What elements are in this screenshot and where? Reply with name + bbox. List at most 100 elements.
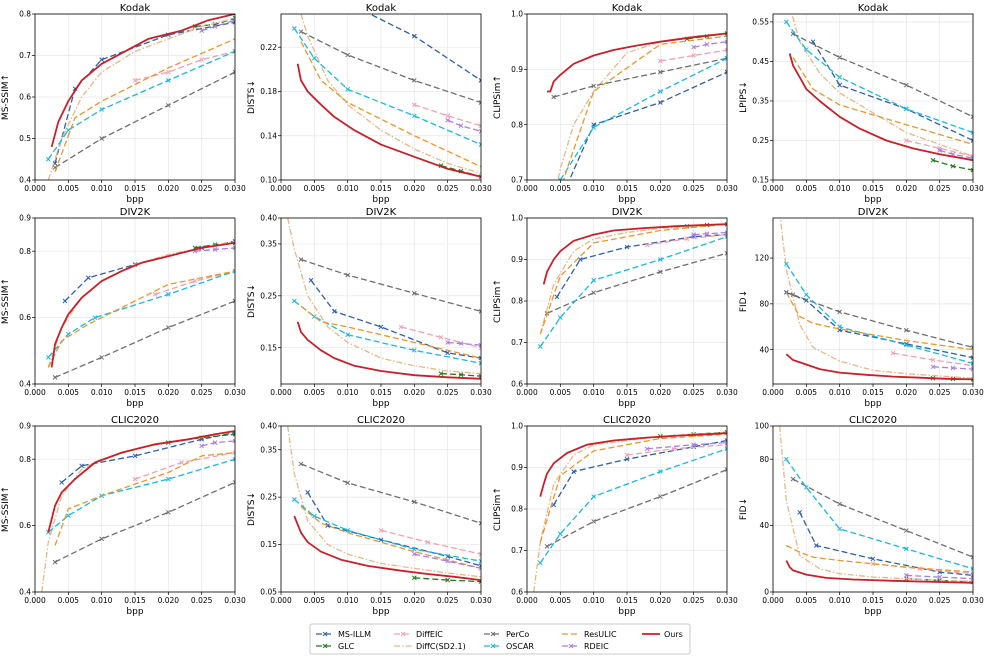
series-line-rdeic bbox=[414, 553, 481, 569]
x-tick-label: 0.030 bbox=[962, 184, 984, 193]
series-line-perco bbox=[546, 252, 727, 314]
x-tick-label: 0.005 bbox=[550, 388, 572, 397]
data-point bbox=[199, 443, 205, 449]
legend-label: RDEIC bbox=[584, 642, 609, 651]
data-point bbox=[232, 456, 235, 462]
data-point bbox=[537, 560, 543, 566]
series-line-oscar bbox=[293, 498, 481, 562]
series-line-ours bbox=[50, 14, 235, 148]
x-tick-label: 0.025 bbox=[929, 388, 951, 397]
y-tick-label: 0.45 bbox=[752, 57, 769, 66]
chart-panel-7: DIV2K 0.000 0.005 0.010 0.015 0.020 0.025 0.030… bbox=[493, 207, 738, 409]
legend-item-resulic: ResULIC bbox=[562, 630, 617, 639]
x-tick-label: 0.025 bbox=[437, 388, 459, 397]
data-point bbox=[724, 221, 727, 227]
y-tick-label: 40 bbox=[759, 345, 769, 354]
x-tick-label: 0.010 bbox=[829, 388, 851, 397]
data-point bbox=[790, 292, 796, 298]
chart-title: CLIC2020 bbox=[849, 415, 897, 426]
y-tick-label: 0.22 bbox=[260, 43, 277, 52]
data-point bbox=[52, 375, 58, 380]
series-layer bbox=[45, 14, 235, 180]
series-line-rdeic bbox=[693, 231, 727, 236]
data-point bbox=[903, 342, 909, 348]
data-point bbox=[411, 290, 417, 296]
data-point bbox=[311, 513, 317, 519]
x-axis-label: bpp bbox=[864, 607, 881, 617]
data-point bbox=[199, 28, 205, 33]
data-point bbox=[970, 138, 973, 143]
y-axis-label: MS-SSIM↑ bbox=[1, 278, 11, 324]
y-tick-label: 0.9 bbox=[511, 463, 523, 472]
y-tick-label: 0.9 bbox=[19, 422, 31, 431]
x-tick-label: 0.005 bbox=[304, 388, 326, 397]
data-point bbox=[837, 526, 843, 532]
data-point bbox=[577, 257, 583, 262]
data-point bbox=[438, 334, 444, 340]
series-line-diffeic bbox=[154, 270, 235, 296]
data-point bbox=[704, 231, 710, 237]
data-point bbox=[903, 573, 909, 578]
chart-panel-12: CLIC2020 0.000 0.005 0.010 0.015 0.020 0.025 0.… bbox=[739, 415, 984, 617]
y-axis-label: FID↓ bbox=[739, 498, 749, 520]
x-tick-label: 0.030 bbox=[470, 388, 492, 397]
data-point bbox=[803, 292, 809, 298]
data-point bbox=[165, 292, 171, 297]
data-point bbox=[478, 558, 481, 564]
data-point bbox=[478, 174, 481, 180]
x-axis-label: bpp bbox=[864, 195, 881, 205]
x-axis-label: bpp bbox=[618, 195, 635, 205]
x-tick-label: 0.030 bbox=[716, 596, 738, 605]
x-tick-label: 0.000 bbox=[270, 184, 292, 193]
y-tick-label: 0 bbox=[764, 588, 769, 597]
data-point bbox=[291, 497, 297, 502]
data-point bbox=[970, 361, 973, 366]
y-axis-label: MS-SSIM↑ bbox=[1, 74, 11, 120]
data-point bbox=[930, 364, 936, 370]
chart-title: DIV2K bbox=[612, 207, 643, 218]
y-axis-label: FID↓ bbox=[739, 290, 749, 312]
data-point bbox=[797, 509, 803, 515]
y-tick-label: 0.35 bbox=[752, 97, 769, 106]
data-point bbox=[903, 106, 909, 112]
data-point bbox=[624, 244, 630, 250]
legend: MS-ILLM GLC DiffEIC DiffC(SD2.1) PerCo OSCAR R… bbox=[309, 623, 691, 655]
data-point bbox=[970, 345, 973, 350]
data-point bbox=[644, 242, 650, 248]
data-point bbox=[657, 257, 663, 262]
data-point bbox=[970, 571, 973, 577]
y-tick-label: 0.7 bbox=[511, 338, 523, 347]
data-point bbox=[551, 94, 557, 100]
y-tick-label: 0.8 bbox=[19, 247, 31, 256]
x-tick-label: 0.010 bbox=[583, 596, 605, 605]
chart-panel-5: DIV2K 0.000 0.005 0.010 0.015 0.020 0.025 0.030… bbox=[1, 207, 246, 409]
y-tick-label: 0.5 bbox=[19, 134, 31, 143]
y-tick-label: 40 bbox=[759, 521, 769, 530]
data-point bbox=[378, 527, 384, 533]
x-tick-label: 0.015 bbox=[370, 388, 392, 397]
x-tick-label: 0.015 bbox=[370, 184, 392, 193]
data-point bbox=[45, 529, 51, 535]
series-line-oscar bbox=[559, 57, 727, 180]
y-axis-label: LPIPS↓ bbox=[739, 81, 749, 113]
data-point bbox=[783, 261, 789, 267]
data-point bbox=[345, 52, 351, 58]
x-tick-label: 0.020 bbox=[896, 184, 918, 193]
data-point bbox=[132, 476, 138, 482]
gridlines bbox=[280, 217, 482, 384]
legend-item-ms-illm: MS-ILLM bbox=[316, 630, 371, 639]
series-line-ours bbox=[547, 32, 727, 93]
series-line-perco bbox=[300, 463, 481, 524]
x-tick-label: 0.005 bbox=[796, 388, 818, 397]
data-point bbox=[813, 543, 819, 548]
data-point bbox=[591, 519, 597, 524]
x-tick-label: 0.015 bbox=[370, 596, 392, 605]
series-line-diffc-sd2-1- bbox=[300, 14, 481, 175]
legend-box bbox=[309, 623, 691, 655]
data-point bbox=[644, 446, 650, 452]
data-point bbox=[411, 551, 417, 557]
series-line-oscar bbox=[785, 458, 973, 570]
y-tick-label: 100 bbox=[755, 422, 770, 431]
data-point bbox=[45, 355, 51, 360]
x-tick-label: 0.010 bbox=[337, 596, 359, 605]
